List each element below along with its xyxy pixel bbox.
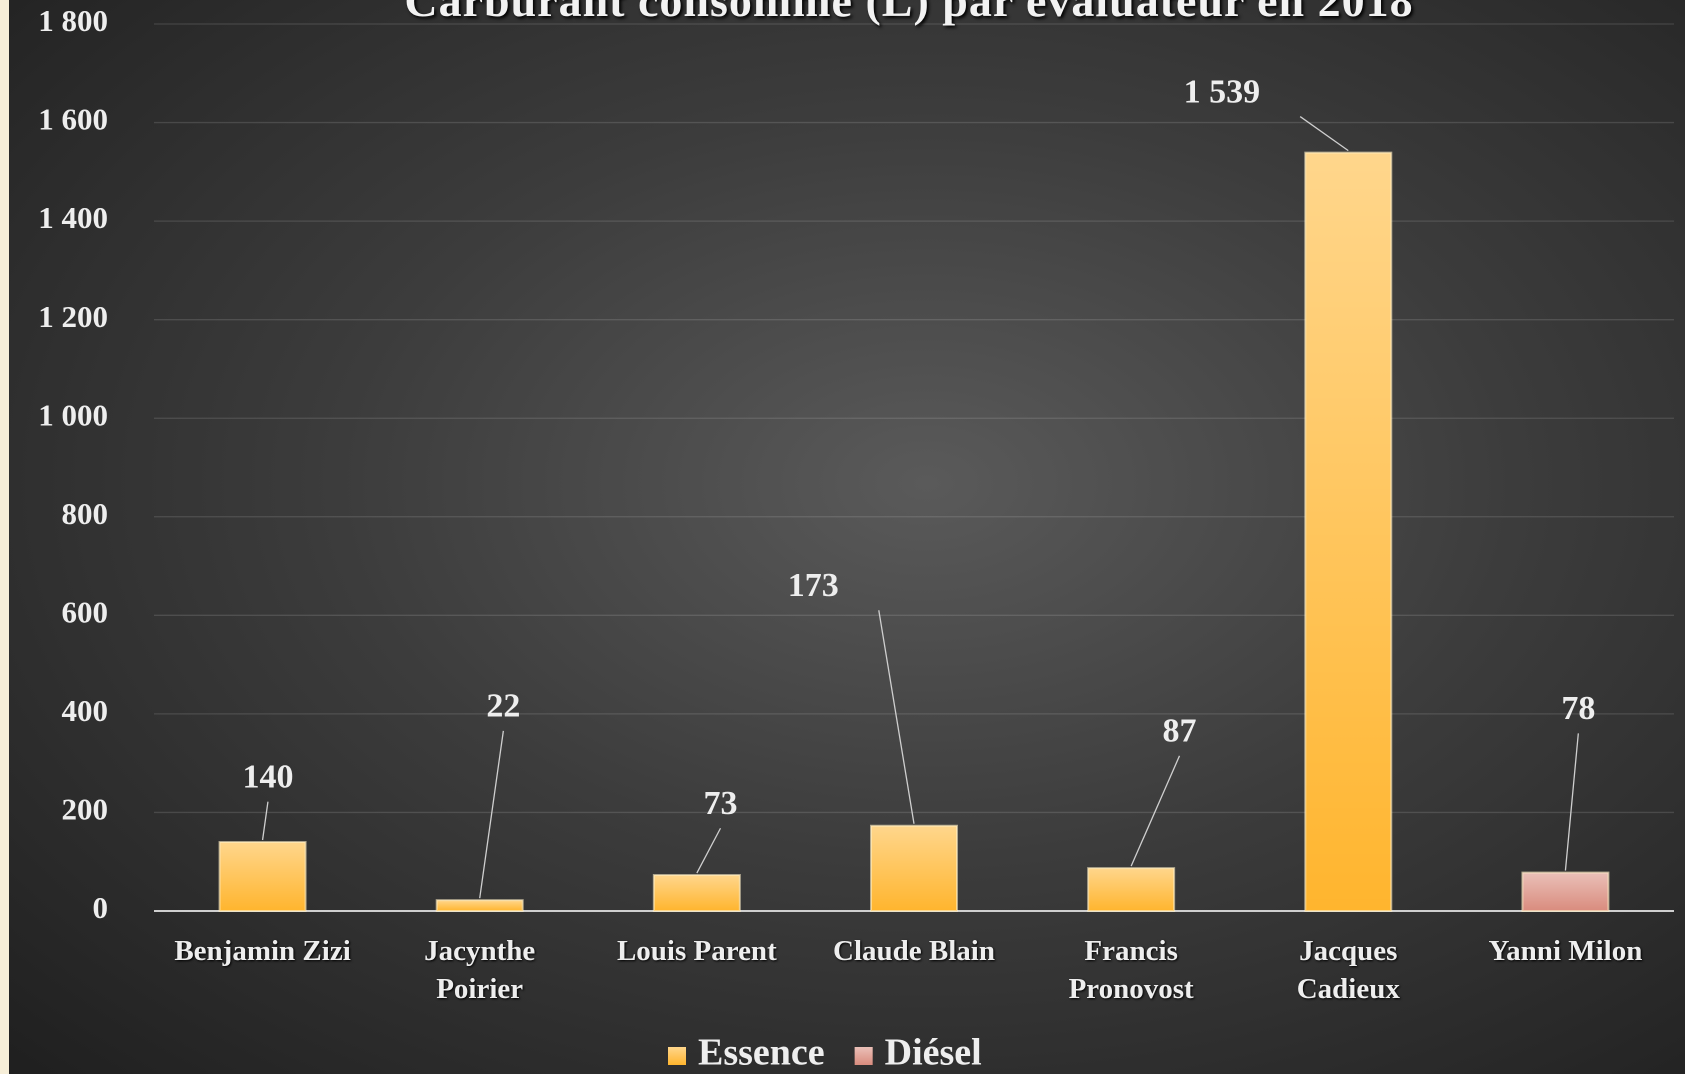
bar-shine bbox=[1305, 152, 1392, 912]
y-tick-label: 1 800 bbox=[38, 3, 108, 38]
bar-shine bbox=[436, 900, 523, 911]
data-label: 22 bbox=[486, 688, 520, 725]
x-tick-label: Jacques Cadieux bbox=[1296, 935, 1400, 1005]
y-tick-label: 1 400 bbox=[38, 200, 108, 235]
x-tick-label: Francis Pronovost bbox=[1068, 935, 1194, 1005]
bar-shine bbox=[871, 825, 957, 911]
data-label: 87 bbox=[1162, 713, 1196, 750]
bar-edge bbox=[1521, 871, 1610, 913]
legend-shine bbox=[854, 1047, 873, 1065]
bar-edge bbox=[218, 841, 307, 912]
x-tick-label: Claude Blain bbox=[833, 935, 995, 967]
y-tick-label: 200 bbox=[62, 792, 109, 827]
leader-line bbox=[696, 827, 722, 874]
data-label: 78 bbox=[1561, 690, 1595, 727]
bar-shine bbox=[1088, 868, 1175, 911]
legend-label: Diésel bbox=[885, 1032, 982, 1074]
x-tick-label: Yanni Milon bbox=[1488, 935, 1643, 967]
y-tick-label: 400 bbox=[62, 693, 109, 728]
leader-line bbox=[479, 730, 504, 899]
bar-shine bbox=[1522, 872, 1609, 911]
chart-title: Carburant consommé (L) par évaluateur en… bbox=[404, 0, 1414, 26]
bar-edge bbox=[1087, 867, 1176, 913]
bar-edge bbox=[652, 874, 741, 912]
bar-shine bbox=[653, 875, 740, 911]
y-tick-label: 1 200 bbox=[38, 299, 108, 334]
y-tick-label: 1 000 bbox=[38, 397, 108, 432]
data-label: 1 539 bbox=[1184, 73, 1261, 110]
x-tick-label: Jacynthe Poirier bbox=[424, 935, 536, 1005]
x-tick-label: Louis Parent bbox=[616, 935, 777, 967]
data-label: 73 bbox=[703, 785, 737, 822]
leader-line bbox=[878, 610, 915, 824]
legend-shine bbox=[668, 1047, 686, 1065]
data-label: 173 bbox=[788, 567, 839, 604]
y-tick-label: 800 bbox=[62, 496, 109, 531]
edge-strip bbox=[0, 0, 9, 1074]
leader-line bbox=[1299, 116, 1349, 152]
bar-edge bbox=[435, 899, 524, 912]
x-tick-label: Benjamin Zizi bbox=[174, 935, 351, 967]
leader-line bbox=[261, 801, 269, 841]
bar-shine bbox=[219, 842, 306, 911]
bar-edge bbox=[1304, 151, 1393, 913]
bar-edge bbox=[870, 824, 958, 913]
y-tick-label: 1 600 bbox=[38, 102, 108, 137]
y-tick-label: 600 bbox=[62, 594, 109, 629]
y-tick-label: 0 bbox=[93, 890, 109, 925]
data-label: 140 bbox=[242, 758, 293, 795]
leader-line bbox=[1564, 733, 1579, 871]
leader-line bbox=[1130, 755, 1181, 867]
legend-label: Essence bbox=[698, 1032, 825, 1074]
